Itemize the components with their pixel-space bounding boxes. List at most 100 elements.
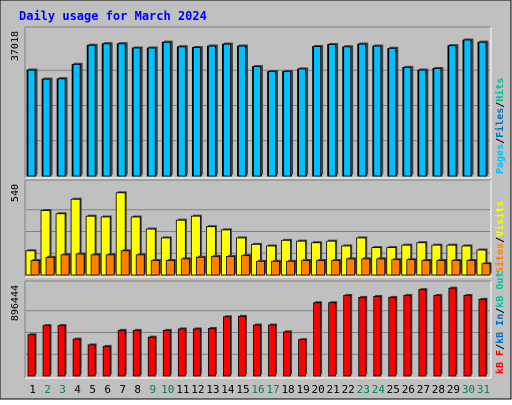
x-tick-label: 25	[387, 383, 400, 396]
bar-sites	[271, 260, 280, 276]
x-tick-label: 17	[266, 383, 279, 396]
bar-pages	[478, 41, 487, 177]
bar-kbytes	[57, 325, 66, 377]
bar-kbytes	[223, 316, 231, 377]
bar-kbytes	[238, 315, 246, 377]
x-tick-label: 24	[372, 383, 386, 396]
x-tick-label: 11	[176, 383, 189, 396]
bar-pages	[268, 71, 276, 177]
bar-visits	[296, 240, 306, 276]
bar-sites	[361, 258, 371, 276]
x-tick-label: 6	[104, 383, 111, 396]
bar-kbytes	[192, 328, 201, 377]
bar-visits	[40, 210, 51, 276]
bar-sites	[135, 254, 145, 276]
bar-pages	[72, 63, 81, 177]
x-tick-label: 18	[281, 383, 294, 396]
bar-pages	[132, 47, 141, 177]
bar-pages	[313, 46, 322, 177]
legend-part: Pages	[495, 144, 506, 174]
bar-kbytes	[117, 329, 126, 377]
bar-kbytes	[132, 329, 141, 377]
x-tick-label: 9	[149, 383, 156, 396]
bar-sites	[391, 259, 401, 276]
bar-visits	[175, 219, 186, 276]
legend-part: /	[495, 344, 506, 350]
x-tick-label: 23	[357, 383, 370, 396]
bar-kbytes	[27, 334, 36, 377]
x-tick-label: 8	[134, 383, 141, 396]
x-tick-label: 22	[342, 383, 355, 396]
bar-sites	[45, 256, 55, 276]
bar-sites	[331, 260, 341, 276]
bar-pages	[117, 43, 126, 177]
bar-sites	[466, 260, 476, 276]
bar-visits	[70, 198, 81, 276]
bar-visits	[100, 216, 111, 276]
bar-pages	[238, 45, 246, 177]
legend-part: /	[495, 237, 506, 243]
x-tick-label: 20	[312, 383, 325, 396]
bar-sites	[75, 253, 85, 276]
bar-pages	[147, 47, 156, 177]
bar-pages	[343, 46, 352, 177]
bar-sites	[421, 260, 431, 276]
x-tick-label: 13	[206, 383, 219, 396]
bar-sites	[165, 260, 175, 276]
bar-kbytes	[433, 295, 442, 377]
bar-kbytes	[418, 289, 427, 377]
bar-kbytes	[478, 298, 487, 377]
legend-part: kB Out	[495, 272, 506, 308]
bar-kbytes	[147, 336, 156, 377]
x-tick-label: 7	[119, 383, 126, 396]
bar-pages	[177, 46, 186, 177]
bar-kbytes	[448, 287, 457, 377]
x-tick-label: 14	[221, 383, 235, 396]
bar-pages	[207, 45, 216, 177]
chart-panels: 37018Pages/Files/Hits540Sites/Visits8964…	[10, 26, 506, 379]
bar-sites	[195, 256, 205, 276]
x-tick-label: 29	[447, 383, 460, 396]
bar-visits	[311, 242, 322, 276]
y-axis-max-label: 540	[10, 184, 21, 202]
bar-pages	[192, 47, 201, 177]
bar-sites	[436, 260, 446, 276]
x-tick-label: 21	[327, 383, 340, 396]
x-tick-label: 3	[59, 383, 66, 396]
series-legend-label: kB F/kB In/kB Out	[495, 272, 506, 374]
bar-visits	[221, 229, 231, 276]
bar-sites	[451, 260, 461, 276]
bar-visits	[416, 242, 427, 276]
legend-part: /	[495, 138, 506, 144]
bar-kbytes	[42, 325, 51, 377]
x-tick-label: 10	[161, 383, 174, 396]
bar-visits	[145, 228, 156, 276]
bar-sites	[90, 254, 100, 276]
bar-pages	[57, 78, 66, 177]
bar-visits	[85, 215, 96, 276]
bar-visits	[281, 239, 291, 276]
bar-kbytes	[207, 328, 216, 377]
x-tick-label: 1	[29, 383, 36, 396]
bar-kbytes	[87, 344, 96, 377]
bar-sites	[376, 258, 386, 276]
x-tick-label: 16	[251, 383, 264, 396]
bar-pages	[253, 66, 261, 177]
bar-kbytes	[298, 339, 306, 377]
bar-visits	[356, 237, 367, 276]
bar-sites	[30, 260, 40, 276]
bar-pages	[463, 39, 472, 177]
x-tick-label: 12	[191, 383, 204, 396]
bar-pages	[433, 68, 442, 177]
legend-part: kB F	[495, 350, 506, 374]
bar-pages	[298, 68, 306, 177]
bar-pages	[418, 69, 427, 177]
bar-sites	[481, 263, 491, 276]
x-tick-label: 31	[477, 383, 490, 396]
bar-pages	[42, 78, 51, 177]
bar-kbytes	[463, 295, 472, 377]
bar-kbytes	[373, 296, 382, 377]
